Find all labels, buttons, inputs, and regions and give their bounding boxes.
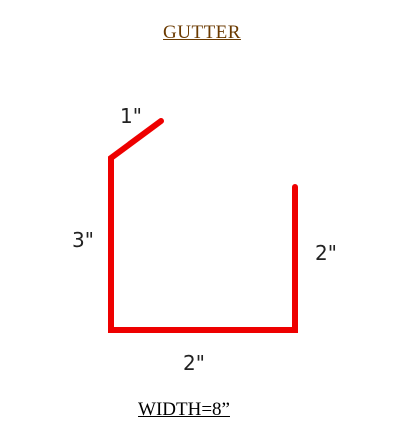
front-dimension-label: 2" (315, 241, 337, 265)
back-dimension-label: 3" (72, 228, 94, 252)
width-label: WIDTH=8” (138, 399, 230, 420)
lip-dimension-label: 1" (120, 104, 142, 128)
gutter-profile-line (108, 118, 298, 333)
bottom-dimension-label: 2" (183, 351, 205, 375)
diagram-title: GUTTER (163, 22, 241, 43)
